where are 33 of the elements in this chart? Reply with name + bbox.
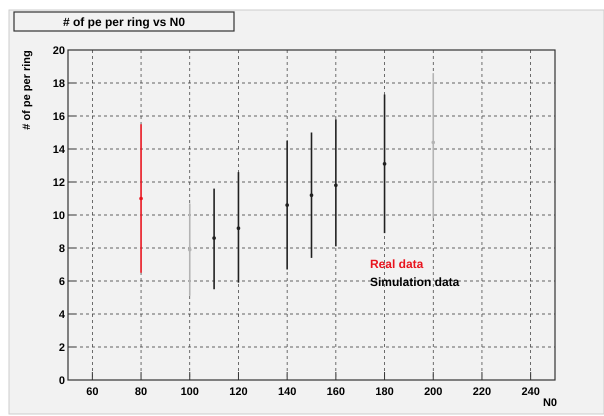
point [382, 162, 386, 166]
point [212, 236, 216, 240]
x-tick-label: 180 [375, 386, 394, 398]
y-tick-label: 8 [58, 243, 65, 255]
text: Simulation data [370, 274, 460, 289]
y-axis-title: # of pe per ring [21, 50, 33, 130]
y-tick-label: 0 [58, 375, 65, 387]
y-tick-label: 2 [58, 342, 65, 354]
y-tick-label: 16 [52, 111, 65, 123]
x-tick-label: 100 [180, 386, 199, 398]
x-tick-label: 200 [424, 386, 442, 398]
chart-title: # of pe per ring vs N0 [62, 15, 186, 29]
y-tick-label: 10 [52, 210, 65, 222]
point [310, 193, 314, 197]
x-tick-label: 240 [521, 386, 540, 398]
x-tick-label: 220 [472, 386, 492, 398]
x-axis-title: N0 [542, 397, 557, 409]
point [285, 203, 289, 207]
x-tick-label: 160 [326, 386, 346, 398]
point [334, 184, 338, 188]
text: Real data [370, 256, 424, 271]
point [236, 226, 240, 230]
y-tick-label: 6 [58, 276, 65, 288]
x-tick-label: 120 [229, 386, 248, 398]
y-tick-label: 18 [52, 78, 65, 90]
x-tick-label: 140 [278, 386, 296, 398]
x-tick-label: 60 [86, 386, 98, 398]
x-tick-label: 80 [134, 386, 148, 398]
point [139, 196, 143, 200]
y-tick-label: 20 [52, 45, 65, 57]
y-tick-label: 12 [52, 177, 65, 189]
y-tick-label: 4 [58, 309, 66, 321]
y-tick-label: 14 [52, 144, 66, 156]
